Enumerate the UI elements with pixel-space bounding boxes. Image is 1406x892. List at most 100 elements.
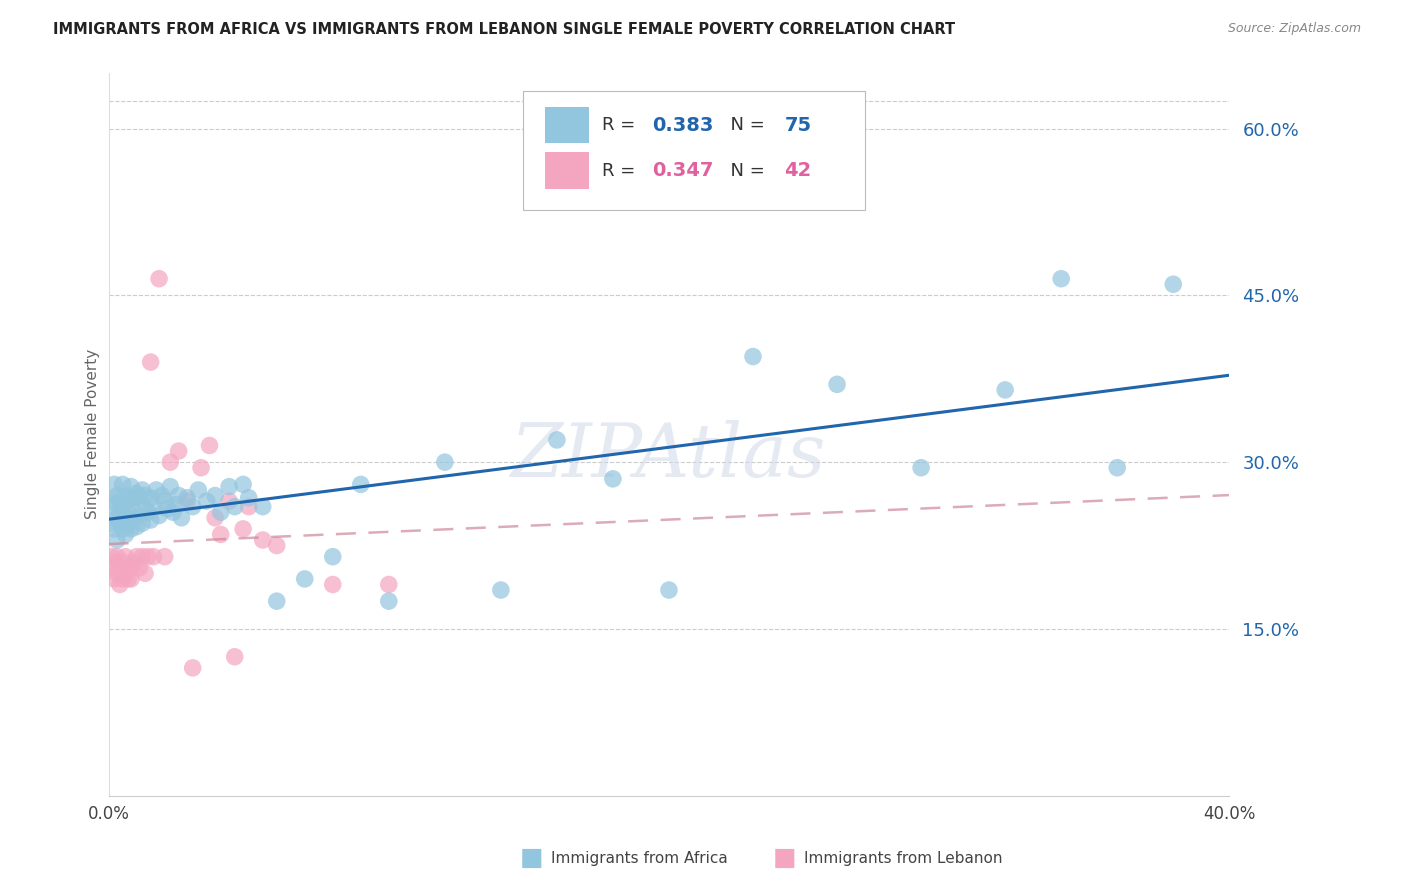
Text: ■: ■ [773,847,796,870]
Point [117,572,139,586]
Point [658,582,681,597]
Point [114,549,136,564]
Text: Immigrants from Africa: Immigrants from Africa [551,851,728,865]
Point [125,486,148,500]
Point [114,527,136,541]
Point [162,505,184,519]
Point [187,483,209,497]
Point [103,555,125,569]
Text: ■: ■ [520,847,543,870]
Point [195,494,218,508]
Point [209,505,232,519]
Point [238,500,260,514]
Point [378,594,401,608]
Point [378,577,401,591]
Point [131,549,153,564]
Point [224,649,246,664]
Point [100,516,122,531]
Point [142,549,165,564]
FancyBboxPatch shape [544,107,589,143]
Point [910,460,932,475]
Point [150,489,173,503]
FancyBboxPatch shape [544,153,589,188]
Point [294,572,316,586]
Point [122,555,145,569]
Point [105,566,128,581]
Point [131,516,153,531]
Point [103,572,125,586]
Point [266,594,288,608]
Point [252,533,274,547]
Point [122,513,145,527]
Point [159,480,181,494]
Point [139,491,162,505]
Text: 0.383: 0.383 [652,116,713,135]
Point [128,508,150,523]
Point [125,519,148,533]
Point [136,549,159,564]
Point [209,527,232,541]
Point [111,572,134,586]
Point [120,480,142,494]
Point [190,460,212,475]
Text: R =: R = [602,161,641,179]
Point [111,500,134,514]
Point [1050,271,1073,285]
Point [105,510,128,524]
Point [103,477,125,491]
Point [105,549,128,564]
Y-axis label: Single Female Poverty: Single Female Poverty [86,350,100,519]
Point [170,510,193,524]
Point [120,561,142,575]
Point [145,483,167,497]
Point [139,513,162,527]
Point [100,561,122,575]
Point [181,661,204,675]
Point [117,561,139,575]
Text: 0.347: 0.347 [652,161,713,180]
Text: IMMIGRANTS FROM AFRICA VS IMMIGRANTS FROM LEBANON SINGLE FEMALE POVERTY CORRELAT: IMMIGRANTS FROM AFRICA VS IMMIGRANTS FRO… [53,22,956,37]
Point [433,455,456,469]
Point [103,500,125,514]
Point [204,510,226,524]
Point [825,377,848,392]
Point [165,497,187,511]
Point [120,572,142,586]
Point [176,494,198,508]
Point [322,549,344,564]
Point [108,505,131,519]
Point [224,500,246,514]
Point [134,501,156,516]
Point [114,489,136,503]
Point [153,494,176,508]
Point [238,491,260,505]
Point [159,455,181,469]
Point [117,516,139,531]
Point [117,494,139,508]
Point [108,516,131,531]
Point [103,522,125,536]
Point [742,350,765,364]
Text: N =: N = [720,116,770,134]
Point [105,489,128,503]
Text: 75: 75 [785,116,811,135]
Point [218,494,240,508]
Point [142,500,165,514]
Point [266,539,288,553]
Point [108,494,131,508]
Point [108,561,131,575]
Point [139,355,162,369]
Point [252,500,274,514]
Text: 42: 42 [785,161,811,180]
Point [994,383,1017,397]
Point [167,444,190,458]
Point [111,477,134,491]
Point [232,522,254,536]
Point [489,582,512,597]
Point [1161,277,1184,292]
Point [218,480,240,494]
Point [176,491,198,505]
Point [128,561,150,575]
Point [1107,460,1129,475]
Point [322,577,344,591]
